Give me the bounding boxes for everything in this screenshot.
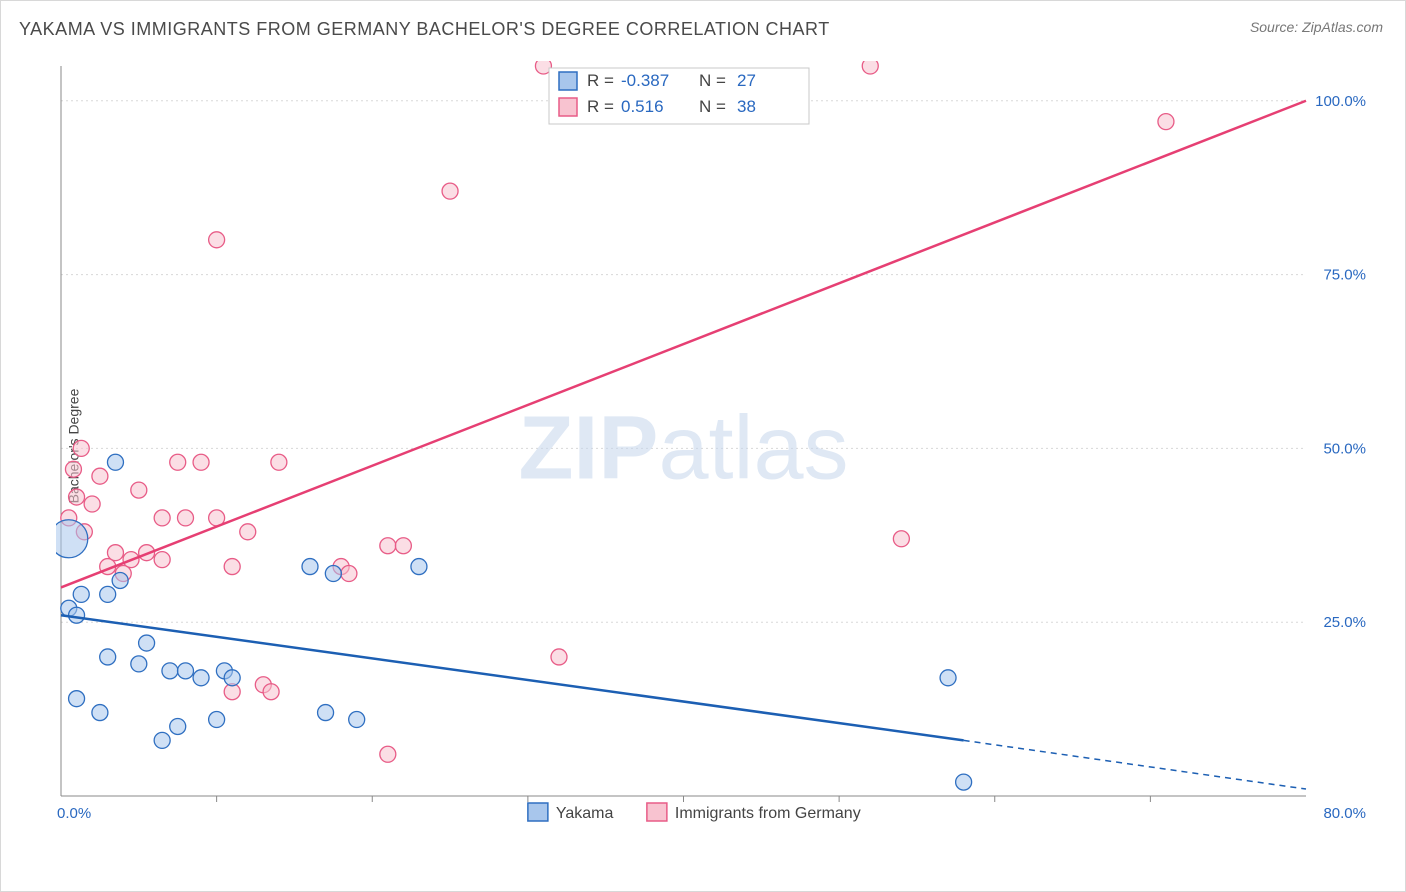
chart-title: YAKAMA VS IMMIGRANTS FROM GERMANY BACHEL…	[19, 19, 830, 40]
data-point-germany	[73, 440, 89, 456]
data-point-yakama	[956, 774, 972, 790]
data-point-yakama	[56, 520, 88, 558]
data-point-yakama	[325, 566, 341, 582]
data-point-yakama	[162, 663, 178, 679]
data-point-yakama	[100, 649, 116, 665]
data-point-yakama	[107, 454, 123, 470]
stats-n-value: 27	[737, 71, 756, 90]
legend-label: Immigrants from Germany	[675, 805, 861, 822]
data-point-germany	[84, 496, 100, 512]
data-point-germany	[395, 538, 411, 554]
ytick-label: 100.0%	[1315, 93, 1366, 110]
data-point-yakama	[209, 712, 225, 728]
legend-swatch	[528, 803, 548, 821]
data-point-yakama	[73, 586, 89, 602]
data-point-yakama	[112, 572, 128, 588]
stats-r-value: 0.516	[621, 97, 664, 116]
chart-svg: 25.0% 50.0% 75.0% 100.0% ZIPatlas 0.0% 80.0% R …	[56, 61, 1376, 826]
data-point-germany	[380, 538, 396, 554]
data-point-yakama	[139, 635, 155, 651]
data-point-yakama	[92, 705, 108, 721]
data-point-yakama	[193, 670, 209, 686]
data-point-germany	[240, 524, 256, 540]
stats-r-label: R =	[587, 71, 614, 90]
data-point-germany	[1158, 114, 1174, 130]
data-point-yakama	[154, 732, 170, 748]
data-point-germany	[92, 468, 108, 484]
xlabel-right: 80.0%	[1323, 805, 1366, 822]
data-point-germany	[107, 545, 123, 561]
ytick-label: 75.0%	[1323, 267, 1366, 284]
chart-container: YAKAMA VS IMMIGRANTS FROM GERMANY BACHEL…	[0, 0, 1406, 892]
data-point-yakama	[302, 559, 318, 575]
data-point-yakama	[170, 718, 186, 734]
stats-n-value: 38	[737, 97, 756, 116]
ytick-label: 25.0%	[1323, 614, 1366, 631]
data-point-germany	[341, 566, 357, 582]
data-point-germany	[442, 183, 458, 199]
ytick-label: 50.0%	[1323, 440, 1366, 457]
source-attribution: Source: ZipAtlas.com	[1250, 19, 1383, 35]
stats-n-label: N =	[699, 97, 726, 116]
data-point-yakama	[224, 670, 240, 686]
legend-label: Yakama	[556, 805, 614, 822]
trend-line-yakama-dash	[964, 740, 1306, 789]
data-point-germany	[271, 454, 287, 470]
data-point-germany	[131, 482, 147, 498]
data-point-germany	[154, 552, 170, 568]
data-point-yakama	[100, 586, 116, 602]
stats-swatch	[559, 72, 577, 90]
data-point-germany	[380, 746, 396, 762]
data-point-yakama	[318, 705, 334, 721]
data-point-yakama	[411, 559, 427, 575]
xlabel-left: 0.0%	[57, 805, 91, 822]
data-point-germany	[224, 559, 240, 575]
data-point-germany	[193, 454, 209, 470]
data-point-germany	[170, 454, 186, 470]
data-point-germany	[551, 649, 567, 665]
watermark: ZIPatlas	[518, 398, 848, 498]
stats-swatch	[559, 98, 577, 116]
data-point-germany	[69, 489, 85, 505]
data-point-germany	[154, 510, 170, 526]
stats-r-label: R =	[587, 97, 614, 116]
data-point-germany	[65, 461, 81, 477]
stats-n-label: N =	[699, 71, 726, 90]
data-point-yakama	[69, 691, 85, 707]
data-point-yakama	[940, 670, 956, 686]
data-point-yakama	[131, 656, 147, 672]
data-point-germany	[893, 531, 909, 547]
data-point-germany	[862, 61, 878, 74]
data-point-yakama	[69, 607, 85, 623]
data-point-germany	[263, 684, 279, 700]
data-point-yakama	[349, 712, 365, 728]
plot-area: 25.0% 50.0% 75.0% 100.0% ZIPatlas 0.0% 80.0% R …	[56, 61, 1376, 826]
stats-r-value: -0.387	[621, 71, 669, 90]
data-point-germany	[209, 232, 225, 248]
data-point-yakama	[178, 663, 194, 679]
legend-swatch	[647, 803, 667, 821]
trend-line-germany	[61, 101, 1306, 588]
data-point-germany	[178, 510, 194, 526]
